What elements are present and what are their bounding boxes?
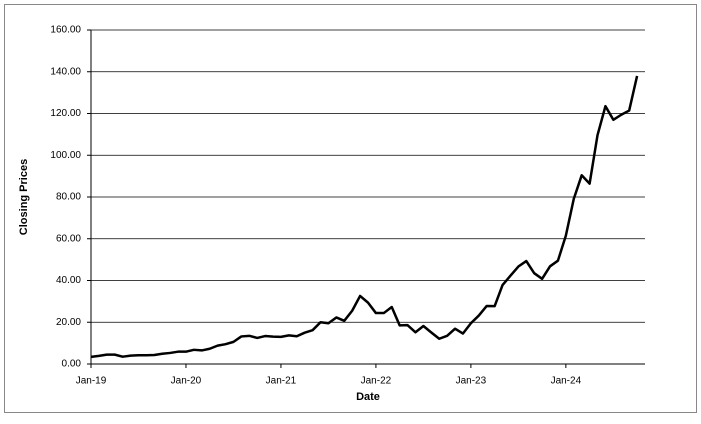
y-tick-label: 20.00: [56, 317, 81, 328]
y-axis-title: Closing Prices: [18, 159, 30, 235]
y-tick-label: 120.00: [50, 108, 81, 119]
y-tick-label: 100.00: [50, 150, 81, 161]
x-tick-label: Jan-23: [456, 376, 487, 387]
y-tick-label: 60.00: [56, 233, 81, 244]
x-axis-title: Date: [356, 391, 380, 403]
x-tick-label: Jan-21: [266, 376, 297, 387]
y-tick-label: 160.00: [50, 25, 81, 36]
x-tick-label: Jan-22: [361, 376, 392, 387]
y-tick-label: 80.00: [56, 192, 81, 203]
x-tick-label: Jan-19: [76, 376, 107, 387]
y-tick-label: 40.00: [56, 275, 81, 286]
y-tick-label: 0.00: [62, 359, 82, 370]
chart-border: [4, 4, 697, 413]
x-tick-label: Jan-20: [171, 376, 202, 387]
price-line: [90, 75, 639, 359]
y-tick-label: 140.00: [50, 66, 81, 77]
x-tick-label: Jan-24: [551, 376, 582, 387]
